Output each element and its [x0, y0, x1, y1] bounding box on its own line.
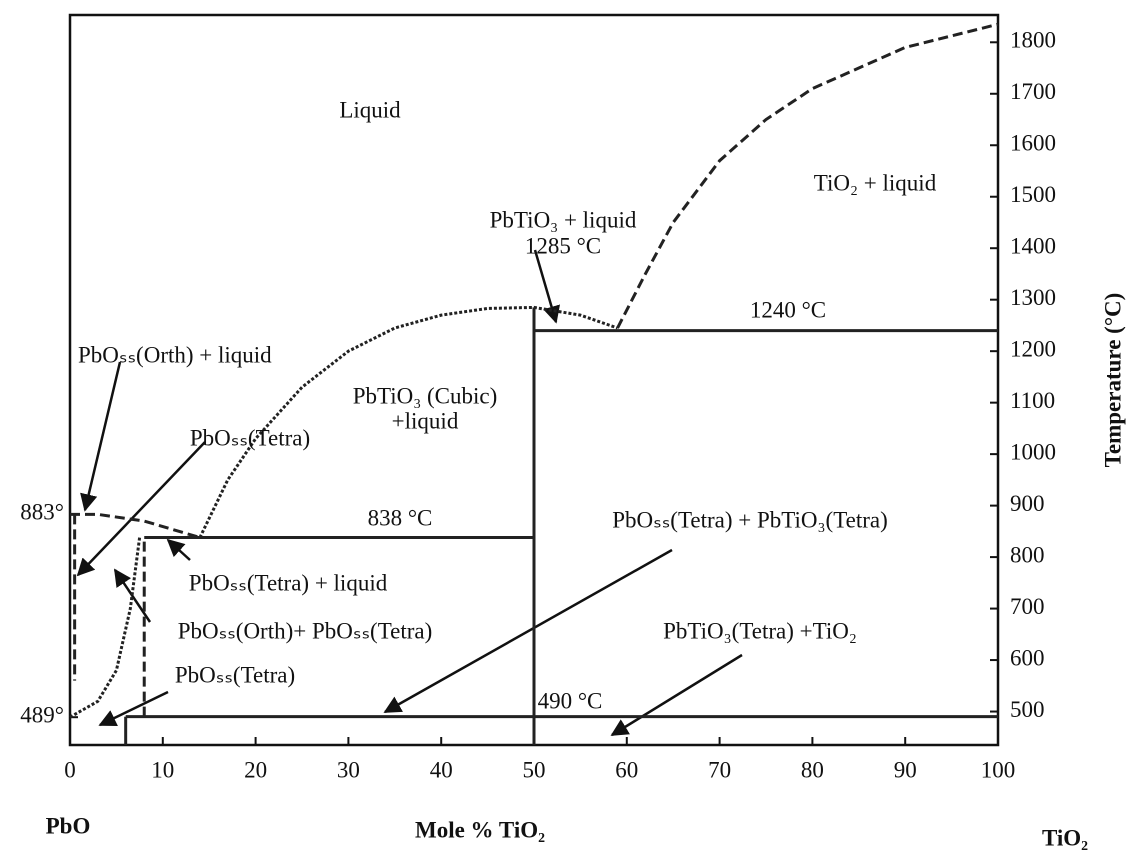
arrow: [76, 441, 206, 577]
y-tick-label: 1800: [1010, 28, 1056, 53]
y-tick-label: 800: [1010, 542, 1045, 567]
arrow: [80, 361, 122, 512]
y-tick-label: 1600: [1010, 131, 1056, 156]
region-label: PbOₛₛ(Tetra) + liquid: [189, 570, 388, 595]
y-tick-label: 500: [1010, 697, 1045, 722]
left-end-label: PbO: [46, 813, 91, 838]
y-tick-label: 1200: [1010, 336, 1056, 361]
phase-boundary: [69, 537, 142, 719]
x-tick-label: 60: [615, 757, 638, 782]
y-tick-label: 600: [1010, 645, 1045, 670]
region-label: PbOₛₛ(Orth)+ PbOₛₛ(Tetra): [178, 618, 433, 643]
x-tick-label: 70: [708, 757, 731, 782]
y-tick-label: 1300: [1010, 285, 1056, 310]
left-tick-label: 489°: [20, 702, 64, 727]
y-tick-label: 1400: [1010, 233, 1056, 258]
y-tick-label: 1500: [1010, 182, 1056, 207]
region-label: 1285 °C: [525, 233, 601, 258]
arrow: [166, 538, 191, 561]
x-axis-label: Mole % TiO₂: [415, 817, 545, 842]
phase-boundary: [616, 22, 999, 329]
x-tick-label: 100: [981, 757, 1016, 782]
arrow: [98, 690, 169, 727]
x-tick-label: 10: [151, 757, 174, 782]
region-label: PbOₛₛ(Tetra) + PbTiO₃(Tetra): [612, 507, 888, 532]
region-label: PbOₛₛ(Tetra): [190, 425, 310, 450]
arrow: [533, 249, 560, 324]
x-tick-label: 30: [337, 757, 360, 782]
region-label: TiO₂ + liquid: [814, 170, 937, 195]
phase-boundary: [198, 305, 619, 539]
y-tick-label: 900: [1010, 491, 1045, 516]
y-tick-label: 1100: [1010, 388, 1055, 413]
right-end-label: TiO₂: [1042, 825, 1088, 850]
phase-boundary: [70, 512, 201, 539]
y-tick-label: 700: [1010, 594, 1045, 619]
region-label: 490 °C: [538, 688, 603, 713]
x-tick-label: 40: [430, 757, 453, 782]
region-label: 838 °C: [368, 505, 433, 530]
region-label: PbOₛₛ(Tetra): [175, 662, 295, 687]
y-axis-label: Temperature (°C): [1100, 293, 1125, 468]
region-label: 1240 °C: [750, 297, 826, 322]
left-tick-label: 883°: [20, 500, 64, 525]
region-label: +liquid: [392, 408, 459, 433]
x-tick-label: 0: [64, 757, 76, 782]
x-tick-label: 90: [894, 757, 917, 782]
arrows: [76, 249, 743, 737]
y-tick-label: 1700: [1010, 79, 1056, 104]
x-tick-label: 50: [523, 757, 546, 782]
arrow: [610, 653, 743, 737]
y-tick-label: 1000: [1010, 439, 1056, 464]
arrow: [113, 568, 152, 623]
arrow: [383, 548, 673, 714]
region-label: Liquid: [339, 97, 401, 122]
region-label: PbTiO₃(Tetra) +TiO₂: [663, 618, 857, 643]
region-label: PbTiO₃ (Cubic): [353, 383, 498, 408]
region-label: PbTiO₃ + liquid: [490, 207, 637, 232]
region-label: PbOₛₛ(Orth) + liquid: [78, 342, 272, 367]
x-tick-label: 20: [244, 757, 267, 782]
x-tick-label: 80: [801, 757, 824, 782]
